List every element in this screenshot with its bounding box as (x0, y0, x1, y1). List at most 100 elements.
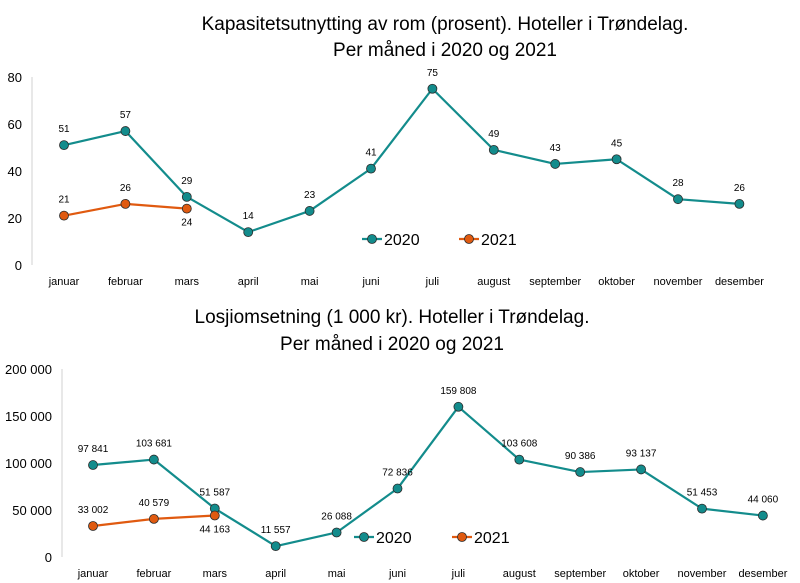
data-point-2021 (148, 513, 159, 524)
data-point-2021 (120, 198, 131, 209)
data-label-2020: 44 060 (748, 495, 779, 506)
x-category-label: september (529, 276, 581, 288)
data-point-2020 (366, 163, 376, 174)
x-category-label: april (238, 276, 259, 288)
x-category-label: november (654, 276, 703, 288)
series-line-2020 (92, 405, 764, 548)
x-category-label: oktober (623, 568, 660, 580)
chart-subtitle: Per måned i 2020 og 2021 (333, 40, 557, 61)
data-point-2020 (673, 194, 683, 205)
y-tick-label: 100 000 (5, 456, 52, 471)
data-point-2020 (697, 503, 707, 514)
x-category-label: juli (425, 276, 439, 288)
data-label-2021: 40 579 (139, 498, 170, 509)
data-label-2021: 33 002 (78, 505, 109, 516)
x-category-label: desember (715, 276, 764, 288)
data-point-2021 (59, 210, 69, 221)
data-point-2020 (392, 483, 403, 494)
series-line-2020 (63, 87, 740, 234)
data-label-2020: 103 681 (136, 439, 173, 450)
y-tick-label: 50 000 (12, 503, 52, 518)
data-point-2020 (270, 541, 281, 552)
y-tick-label: 20 (8, 211, 22, 226)
x-category-label: desember (738, 568, 787, 580)
data-label-2020: 75 (427, 68, 439, 79)
data-point-2020 (88, 460, 98, 470)
y-tick-label: 150 000 (5, 409, 52, 424)
legend-label-2021: 2021 (481, 232, 517, 249)
y-tick-label: 40 (8, 164, 22, 179)
x-category-label: januar (77, 568, 109, 580)
x-category-label: februar (108, 276, 143, 288)
data-point-2020 (243, 227, 254, 238)
capacity-utilization-chart: Kapasitetsutnytting av rom (prosent). Ho… (8, 14, 765, 288)
data-label-2020: 45 (611, 138, 623, 149)
legend-label-2021: 2021 (474, 530, 510, 547)
chart-title: Losjiomsetning (1 000 kr). Hoteller i Tr… (195, 307, 590, 328)
data-point-2020 (488, 144, 499, 155)
data-point-2020 (758, 510, 768, 521)
data-point-2020 (148, 454, 159, 465)
x-category-label: mars (203, 568, 228, 580)
data-label-2020: 43 (550, 143, 562, 154)
data-label-2020: 29 (181, 176, 193, 187)
data-label-2021: 44 163 (200, 524, 231, 535)
data-label-2020: 28 (672, 178, 684, 189)
y-tick-label: 60 (8, 117, 22, 132)
chart-title: Kapasitetsutnytting av rom (prosent). Ho… (202, 14, 689, 35)
x-category-label: juni (388, 568, 406, 580)
data-point-2020 (181, 191, 192, 202)
x-category-label: mars (175, 276, 200, 288)
x-category-label: februar (136, 568, 171, 580)
data-label-2020: 57 (120, 110, 132, 121)
legend-marker-2020 (359, 532, 369, 542)
data-label-2020: 11 557 (261, 525, 291, 536)
lodging-revenue-chart: Losjiomsetning (1 000 kr). Hoteller i Tr… (5, 307, 788, 580)
data-point-2020 (734, 198, 745, 209)
data-label-2020: 51 (58, 124, 70, 135)
x-category-label: mai (301, 276, 319, 288)
data-label-2020: 159 808 (440, 386, 477, 397)
legend-label-2020: 2020 (384, 232, 420, 249)
x-category-label: oktober (598, 276, 635, 288)
y-tick-label: 0 (15, 258, 22, 273)
y-tick-label: 200 000 (5, 362, 52, 377)
x-category-label: juli (451, 568, 465, 580)
data-point-2020 (59, 140, 69, 151)
legend-label-2020: 2020 (376, 530, 412, 547)
data-label-2021: 21 (58, 195, 70, 206)
data-point-2021 (88, 521, 98, 531)
data-label-2020: 103 608 (501, 439, 538, 450)
legend-marker-2021 (464, 234, 474, 244)
data-label-2020: 93 137 (626, 448, 657, 459)
x-category-label: november (678, 568, 727, 580)
data-point-2020 (550, 159, 561, 169)
data-label-2020: 51 453 (687, 488, 718, 499)
data-label-2020: 72 836 (382, 468, 413, 479)
x-category-label: august (477, 276, 510, 288)
data-point-2021 (209, 510, 220, 521)
data-point-2021 (181, 203, 192, 214)
data-point-2020 (304, 206, 315, 216)
data-label-2020: 23 (304, 190, 316, 201)
data-label-2020: 51 587 (200, 488, 231, 499)
data-label-2020: 26 (734, 183, 746, 194)
data-point-2020 (514, 454, 525, 465)
x-category-label: januar (48, 276, 80, 288)
data-label-2021: 24 (181, 218, 193, 229)
legend-marker-2021 (457, 532, 467, 542)
data-label-2020: 90 386 (565, 451, 596, 462)
data-point-2020 (611, 154, 622, 165)
data-point-2020 (120, 126, 131, 136)
data-label-2020: 97 841 (78, 444, 109, 455)
data-point-2020 (453, 401, 464, 412)
data-label-2020: 49 (488, 129, 500, 140)
data-point-2020 (575, 467, 586, 477)
x-category-label: april (265, 568, 286, 580)
data-point-2020 (331, 527, 342, 538)
x-category-label: august (503, 568, 536, 580)
data-label-2021: 26 (120, 183, 132, 194)
x-category-label: september (554, 568, 606, 580)
data-label-2020: 26 088 (321, 511, 352, 522)
